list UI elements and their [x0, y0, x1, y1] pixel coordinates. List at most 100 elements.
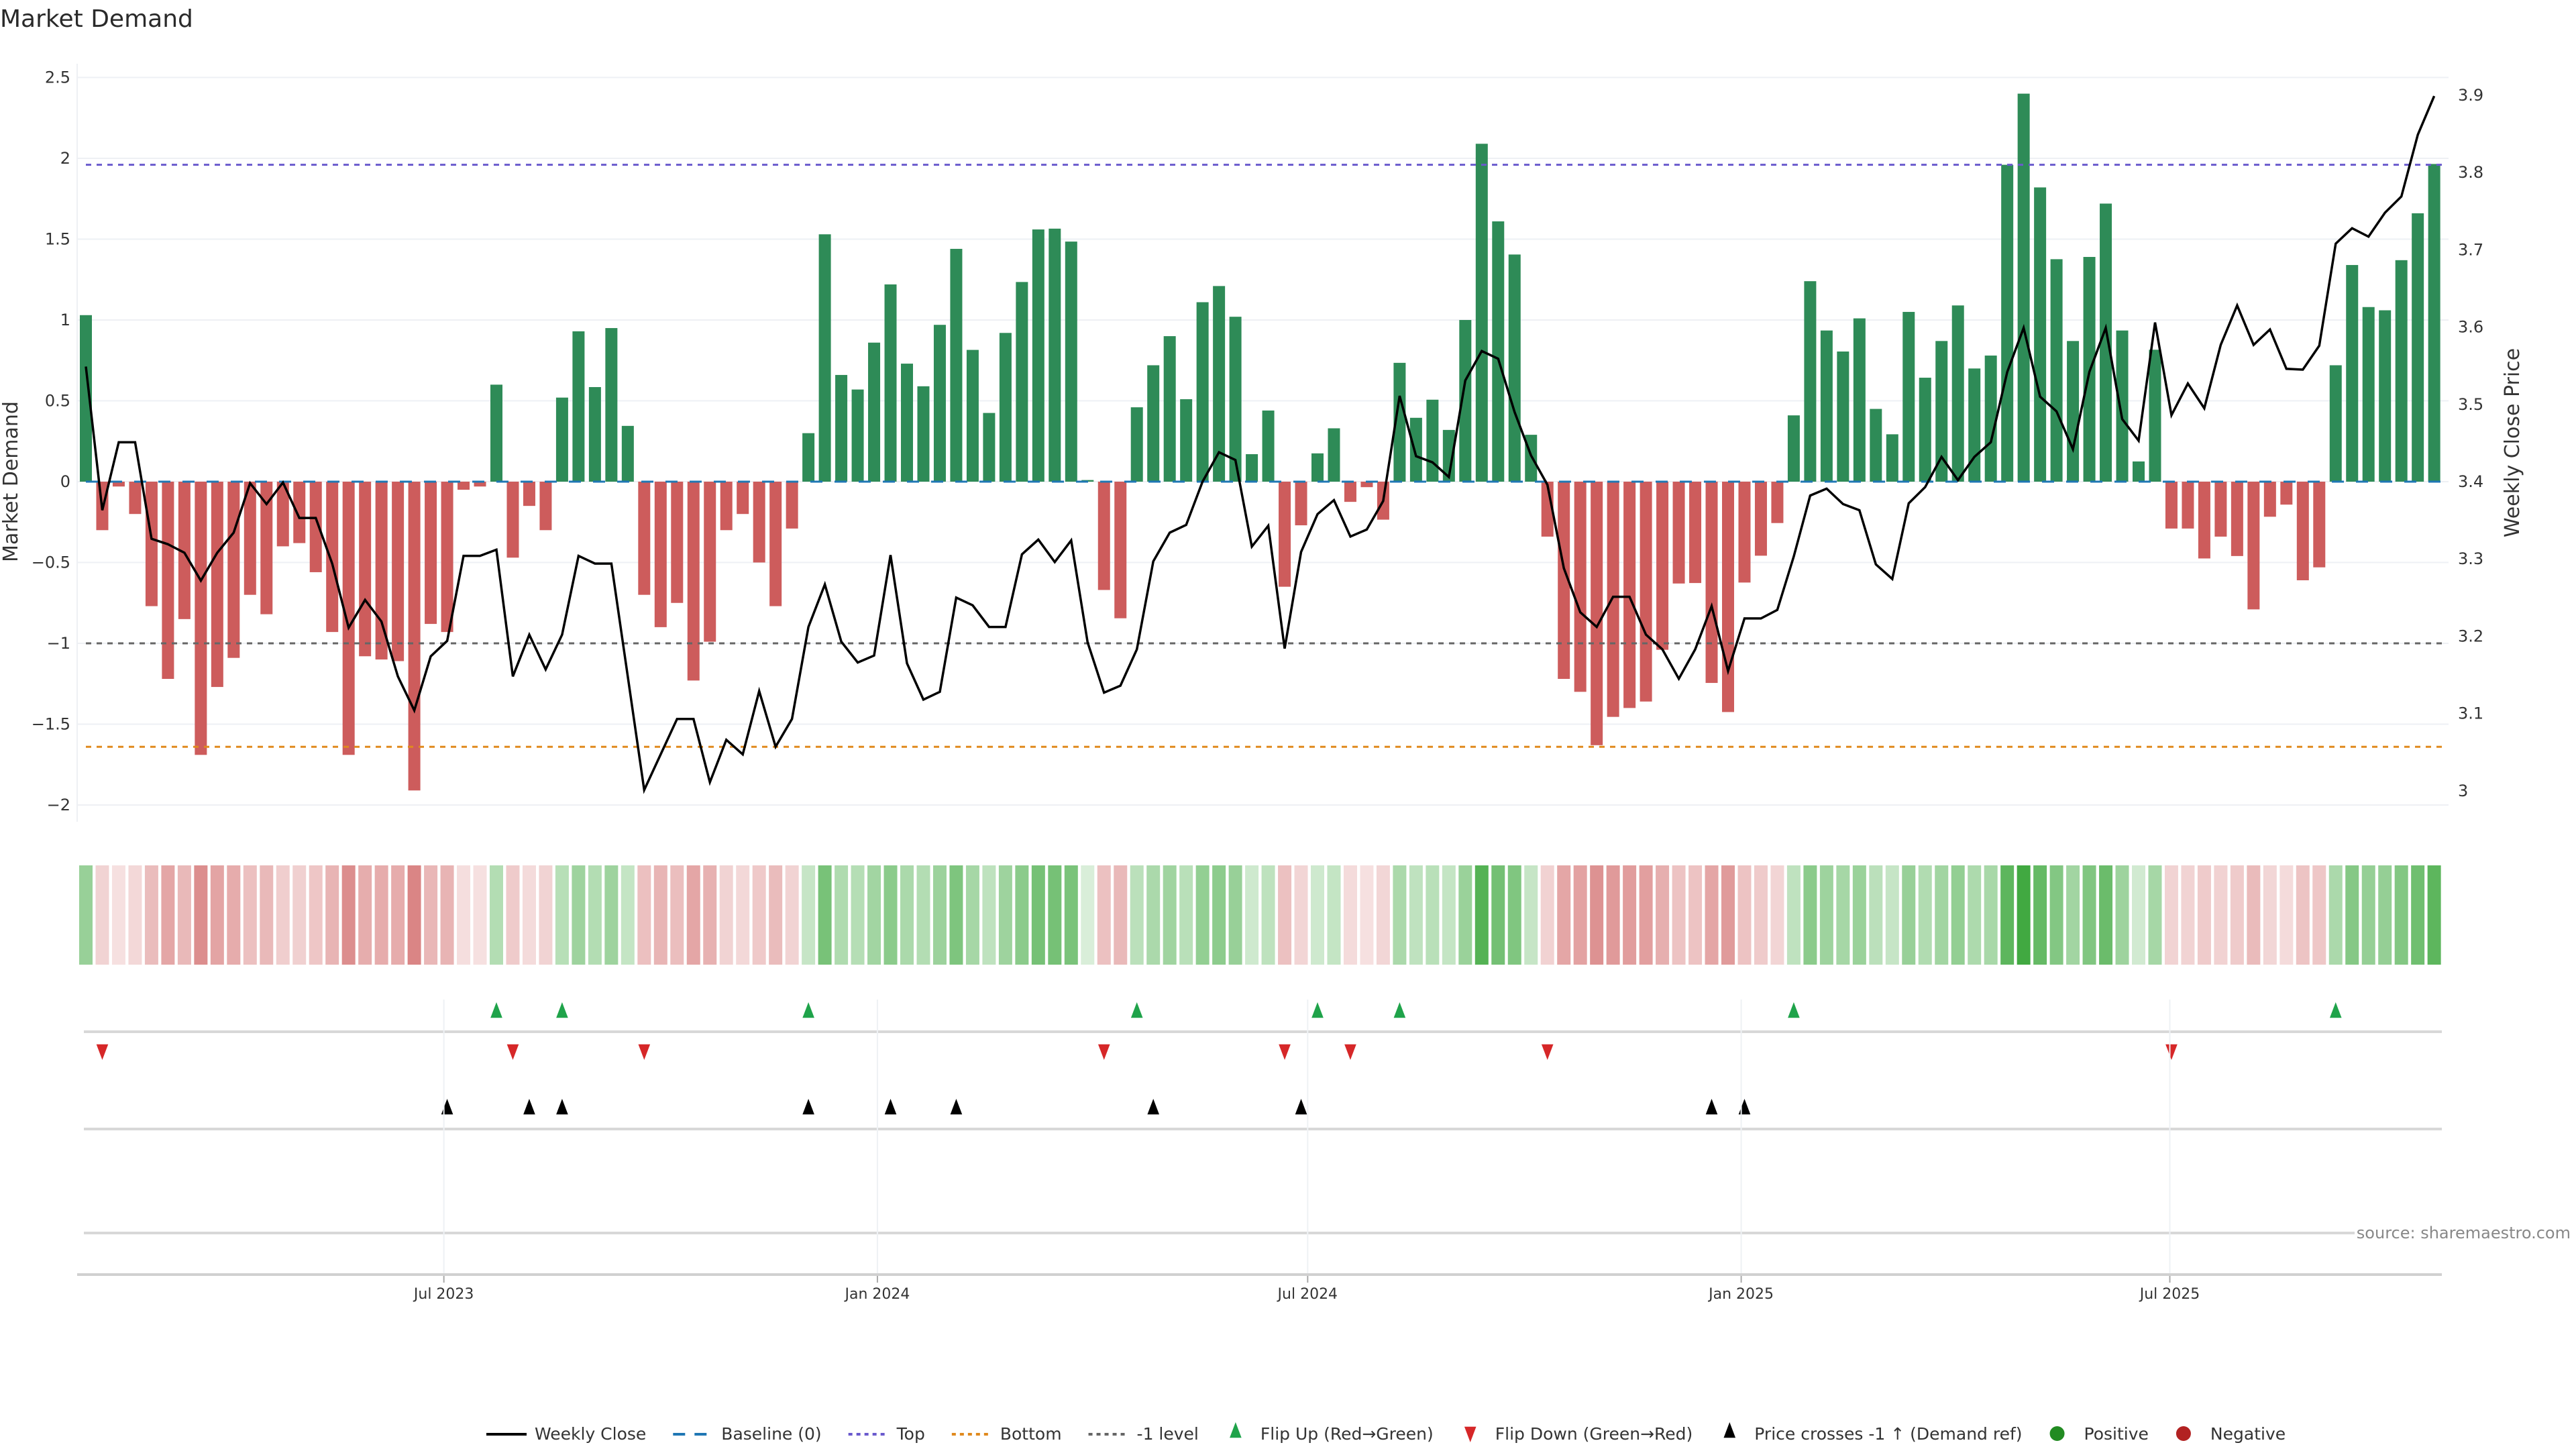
heat-cell [128, 865, 142, 965]
negative-bar [2198, 482, 2210, 559]
negative-bar [1623, 482, 1636, 708]
flip-up-marker [2329, 1002, 2342, 1018]
y-tick-label: 1.5 [45, 230, 70, 249]
heat-cell [2263, 865, 2277, 965]
demand-bars [80, 93, 2440, 791]
flip-down-marker [638, 1044, 651, 1060]
positive-bar [1442, 429, 1455, 482]
heat-cell [1540, 865, 1554, 965]
legend-triangle-up-icon [1230, 1422, 1242, 1438]
heat-cell [1573, 865, 1587, 965]
heat-cell [490, 865, 503, 965]
heat-cell [2345, 865, 2359, 965]
heat-cell [1705, 865, 1719, 965]
legend-circle-icon [2049, 1426, 2065, 1441]
positive-bar [1262, 410, 1275, 482]
legend-label: Positive [2084, 1424, 2149, 1444]
positive-bar [884, 284, 897, 482]
flip-down-marker [96, 1044, 109, 1060]
heat-cell [769, 865, 783, 965]
heat-cell [2197, 865, 2211, 965]
heat-cell [1195, 865, 1210, 965]
negative-bar [638, 482, 651, 595]
negative-bar [654, 482, 667, 627]
heat-cell [1097, 865, 1111, 965]
negative-bar [342, 482, 355, 755]
legend-item: Weekly Close [486, 1424, 646, 1444]
positive-bar [1032, 229, 1044, 482]
heat-cell [719, 865, 733, 965]
y-tick-label: 0 [60, 472, 70, 491]
heat-cell [1327, 865, 1341, 965]
legend-label: Baseline (0) [721, 1424, 821, 1444]
negative-bar [227, 482, 240, 658]
price-cross-marker [441, 1099, 453, 1115]
heat-cell [2082, 865, 2096, 965]
heat-cell [341, 865, 356, 965]
positive-bar [1246, 454, 1258, 482]
heat-cell [1786, 865, 1801, 965]
heat-cell [1819, 865, 1833, 965]
heat-cell [2000, 865, 2015, 965]
heat-cell [2296, 865, 2310, 965]
negative-bar [2214, 482, 2227, 537]
heat-cell [1803, 865, 1817, 965]
heat-cell [1721, 865, 1735, 965]
flip-up-marker [1130, 1002, 1143, 1018]
legend-label: Price crosses -1 ↑ (Demand ref) [1754, 1424, 2022, 1444]
heat-cell [1968, 865, 1982, 965]
flip-down-marker [1344, 1044, 1356, 1060]
positive-bar [917, 386, 930, 482]
weekly-close-line-group [85, 95, 2436, 794]
negative-bar [276, 482, 289, 547]
heat-cell [1639, 865, 1653, 965]
negative-bar [671, 482, 684, 603]
heat-cell [802, 865, 816, 965]
heat-cell [1935, 865, 1949, 965]
negative-bar [359, 482, 372, 657]
heat-cell [752, 865, 766, 965]
negative-bar [753, 482, 765, 563]
heat-cell [883, 865, 898, 965]
heat-cell [1064, 865, 1078, 965]
x-tick-label: Jul 2023 [413, 1286, 474, 1303]
legend-triangle-down-icon [1464, 1426, 1477, 1442]
heat-cell [95, 865, 109, 965]
legend-label: Top [896, 1424, 925, 1444]
heat-cell [2312, 865, 2326, 965]
heat-cell [111, 865, 125, 965]
negative-bar [539, 482, 552, 531]
negative-bar [2263, 482, 2276, 517]
negative-bar [1705, 482, 1718, 684]
negative-bar [408, 482, 421, 791]
heat-cell [194, 865, 208, 965]
heat-cell [670, 865, 684, 965]
heat-cell [2164, 865, 2178, 965]
heat-cell [867, 865, 881, 965]
y2-tick-label: 3.3 [2458, 549, 2483, 568]
positive-bar [1492, 221, 1505, 482]
heat-cell [1114, 865, 1128, 965]
negative-bar [458, 482, 470, 490]
heat-cell [1507, 865, 1521, 965]
price-cross-marker [884, 1099, 897, 1115]
negative-bar [1771, 482, 1784, 523]
heat-cell [522, 865, 536, 965]
positive-bar [1870, 409, 1882, 482]
positive-bar [1196, 302, 1209, 482]
heat-cell [1458, 865, 1472, 965]
positive-bar [2379, 310, 2392, 482]
heat-cell [243, 865, 257, 965]
heat-cell [1048, 865, 1062, 965]
price-cross-marker [556, 1099, 568, 1115]
positive-bar [2001, 164, 2014, 482]
heat-cell [1918, 865, 1932, 965]
negative-bar [195, 482, 207, 755]
legend-item: Baseline (0) [673, 1424, 822, 1444]
positive-bar [80, 315, 92, 482]
heat-cell [900, 865, 914, 965]
y-tick-label: −1 [47, 634, 70, 653]
heat-cell [2279, 865, 2294, 965]
negative-bar [211, 482, 223, 688]
